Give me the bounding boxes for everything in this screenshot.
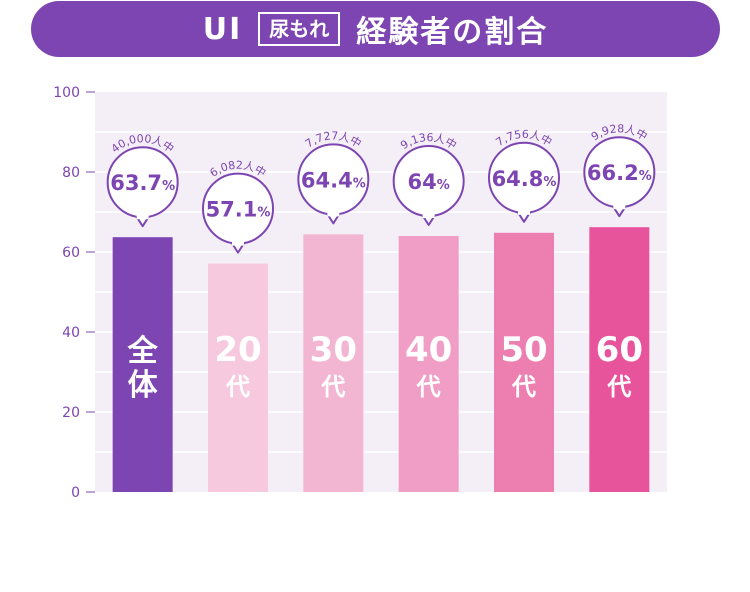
sample-size-label: 7,756人中 xyxy=(493,128,554,149)
category-label: 代 xyxy=(320,373,345,401)
bubble-joint xyxy=(613,202,626,210)
bubble-joint xyxy=(232,238,244,246)
sample-size-label: 7,727人中 xyxy=(303,129,364,150)
bar xyxy=(589,227,650,492)
category-label: 50 xyxy=(500,330,547,370)
title-rest: 経験者の割合 xyxy=(356,15,549,50)
bubble-joint xyxy=(136,212,149,220)
value-label: 57.1% xyxy=(206,198,271,222)
category-label: 30 xyxy=(310,330,357,370)
value-label: 66.2% xyxy=(587,161,652,185)
y-tick-label: 0 xyxy=(71,485,80,501)
bubble-joint xyxy=(518,207,530,215)
category-label: 60 xyxy=(596,330,643,370)
title-ui: UI xyxy=(202,11,243,47)
value-label: 64.4% xyxy=(301,168,366,192)
bar xyxy=(208,263,268,492)
category-label: 代 xyxy=(416,373,441,401)
y-tick-label: 20 xyxy=(62,405,80,421)
bar xyxy=(494,232,554,493)
value-label: 64% xyxy=(408,170,450,194)
value-label: 63.7% xyxy=(110,171,175,195)
y-tick-label: 60 xyxy=(62,245,80,261)
title-tag: 尿もれ xyxy=(258,12,341,46)
category-label: 代 xyxy=(225,373,250,401)
bar xyxy=(398,236,459,492)
bar xyxy=(112,237,173,492)
bubble-joint xyxy=(422,211,435,218)
title-bar: UI 尿もれ 経験者の割合 xyxy=(31,1,720,57)
y-tick-label: 100 xyxy=(53,85,80,101)
category-label: 体 xyxy=(128,368,159,403)
value-label: 64.8% xyxy=(492,167,557,191)
category-label: 代 xyxy=(606,373,631,401)
sample-size-label: 6,082人中 xyxy=(207,159,268,180)
bar xyxy=(303,234,364,492)
y-tick-label: 40 xyxy=(62,325,80,341)
y-tick-label: 80 xyxy=(62,165,80,181)
sample-size-label: 9,136人中 xyxy=(398,131,459,152)
category-label: 20 xyxy=(214,330,261,370)
bubble-joint xyxy=(327,209,340,217)
sample-size-label: 9,928人中 xyxy=(589,122,650,143)
category-label: 代 xyxy=(511,373,536,401)
category-label: 全 xyxy=(127,334,159,369)
category-label: 40 xyxy=(405,330,452,370)
